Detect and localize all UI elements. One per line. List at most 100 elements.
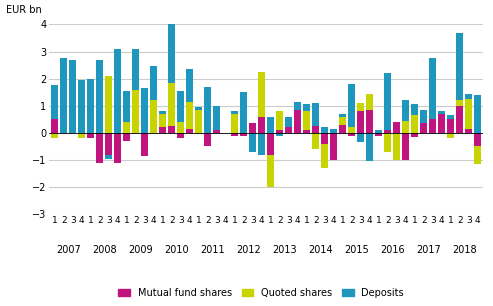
Bar	[87, 79, 94, 133]
Bar	[429, 58, 436, 119]
Text: 2016: 2016	[380, 245, 405, 255]
Bar	[411, 115, 418, 133]
Bar	[447, 115, 454, 119]
Bar	[96, 60, 103, 133]
Bar	[106, 155, 112, 159]
Bar	[258, 133, 265, 155]
Bar	[447, 119, 454, 133]
Bar	[474, 147, 481, 164]
Bar	[231, 114, 238, 133]
Bar	[366, 110, 373, 133]
Bar	[438, 111, 445, 114]
Bar	[258, 72, 265, 117]
Bar	[51, 119, 58, 133]
Bar	[141, 88, 148, 133]
Bar	[385, 130, 391, 133]
Bar	[195, 110, 202, 133]
Bar	[321, 128, 328, 133]
Bar	[447, 133, 454, 138]
Bar	[159, 128, 166, 133]
Bar	[106, 133, 112, 155]
Bar	[429, 119, 436, 133]
Bar	[177, 122, 184, 133]
Text: 2011: 2011	[200, 245, 224, 255]
Bar	[213, 130, 220, 133]
Bar	[114, 133, 121, 163]
Bar	[204, 87, 211, 133]
Bar	[132, 90, 139, 133]
Bar	[123, 91, 130, 122]
Bar	[385, 73, 391, 130]
Text: 2007: 2007	[56, 245, 80, 255]
Bar	[357, 133, 364, 142]
Bar	[465, 94, 472, 99]
Bar	[411, 104, 418, 115]
Bar	[402, 133, 409, 160]
Bar	[313, 133, 319, 149]
Bar	[465, 129, 472, 133]
Bar	[313, 103, 319, 126]
Bar	[195, 107, 202, 110]
Bar	[51, 85, 58, 119]
Bar	[457, 106, 463, 133]
Bar	[421, 110, 427, 123]
Bar	[349, 133, 355, 136]
Bar	[330, 129, 337, 133]
Bar	[168, 126, 175, 133]
Bar	[294, 102, 301, 110]
Text: 2008: 2008	[92, 245, 116, 255]
Bar	[186, 69, 193, 102]
Bar	[241, 133, 247, 136]
Text: 2009: 2009	[128, 245, 152, 255]
Bar	[231, 111, 238, 114]
Bar	[402, 121, 409, 133]
Bar	[78, 133, 85, 138]
Bar	[474, 95, 481, 133]
Bar	[231, 133, 238, 136]
Text: 2014: 2014	[308, 245, 333, 255]
Bar	[330, 133, 337, 160]
Bar	[303, 111, 310, 130]
Text: 2015: 2015	[344, 245, 369, 255]
Bar	[357, 111, 364, 133]
Bar	[168, 83, 175, 126]
Bar	[150, 100, 157, 133]
Bar	[321, 133, 328, 144]
Bar	[357, 103, 364, 111]
Bar	[349, 84, 355, 128]
Bar	[204, 133, 211, 147]
Text: 2012: 2012	[236, 245, 261, 255]
Legend: Mutual fund shares, Quoted shares, Deposits: Mutual fund shares, Quoted shares, Depos…	[118, 288, 404, 298]
Bar	[141, 133, 148, 156]
Bar	[421, 123, 427, 133]
Bar	[438, 114, 445, 133]
Bar	[87, 133, 94, 138]
Text: EUR bn: EUR bn	[6, 5, 42, 15]
Bar	[375, 133, 382, 136]
Bar	[393, 133, 400, 160]
Bar	[285, 117, 292, 128]
Bar	[177, 91, 184, 122]
Bar	[159, 111, 166, 114]
Text: 2013: 2013	[272, 245, 296, 255]
Bar	[303, 130, 310, 133]
Bar	[313, 126, 319, 133]
Bar	[339, 125, 346, 133]
Bar	[249, 123, 256, 133]
Bar	[267, 155, 274, 187]
Bar	[402, 100, 409, 121]
Bar	[114, 49, 121, 133]
Bar	[123, 133, 130, 141]
Bar	[60, 58, 67, 133]
Bar	[339, 114, 346, 117]
Bar	[411, 133, 418, 137]
Bar	[249, 133, 256, 152]
Bar	[96, 133, 103, 163]
Bar	[339, 117, 346, 125]
Bar	[267, 133, 274, 155]
Bar	[51, 133, 58, 138]
Text: 2017: 2017	[416, 245, 441, 255]
Bar	[241, 92, 247, 133]
Bar	[267, 117, 274, 133]
Bar	[150, 66, 157, 100]
